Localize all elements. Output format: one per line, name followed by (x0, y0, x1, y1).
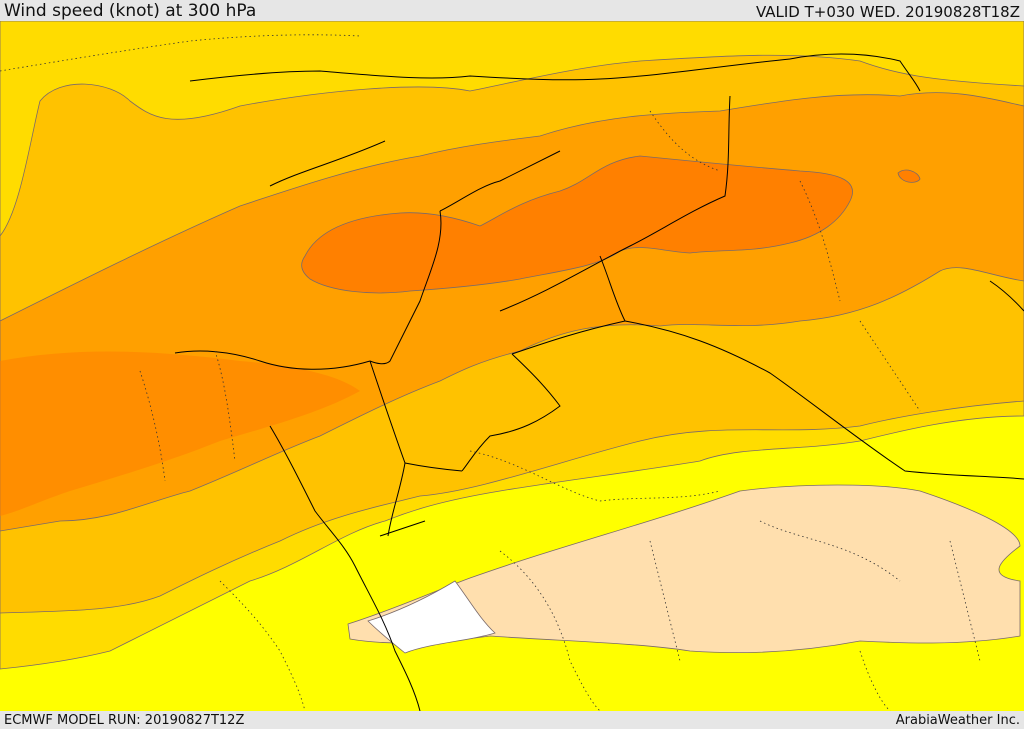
border-line (989, 280, 1024, 312)
coastline (269, 425, 421, 711)
footer-bar: ECMWF MODEL RUN: 20190827T12Z ArabiaWeat… (0, 711, 1024, 729)
province-borders (0, 34, 981, 711)
coastline (174, 350, 371, 370)
border-line (189, 58, 791, 82)
border-line (789, 53, 921, 92)
band-deep-orange-west (0, 351, 360, 516)
border-line (624, 320, 1024, 480)
brand-credit: ArabiaWeather Inc. (895, 713, 1020, 728)
valid-time: VALID T+030 WED. 20190828T18Z (755, 3, 1020, 21)
country-borders (174, 53, 1024, 711)
small-contour-ellipse (897, 169, 921, 183)
border-line (461, 353, 561, 472)
band-pale (347, 484, 1021, 654)
dotted-border (469, 450, 721, 502)
coastline (379, 520, 426, 537)
dotted-border (799, 180, 841, 302)
border-line (511, 255, 626, 355)
border-line (369, 360, 406, 537)
wind-speed-map (0, 21, 1024, 711)
dotted-border (859, 650, 891, 711)
dotted-border (859, 320, 921, 412)
model-run: ECMWF MODEL RUN: 20190827T12Z (4, 713, 245, 728)
dotted-border (0, 34, 361, 72)
dotted-border (139, 370, 166, 482)
border-line (439, 150, 561, 212)
coastline (269, 140, 386, 187)
border-line (404, 462, 463, 472)
band-deep-orange (301, 155, 853, 294)
dotted-border (499, 550, 601, 711)
dotted-border (214, 350, 236, 462)
band-white (367, 580, 496, 654)
border-line (499, 95, 731, 312)
header-bar: Wind speed (knot) at 300 hPa VALID T+030… (0, 0, 1024, 21)
border-line (369, 210, 442, 365)
dotted-border (949, 540, 981, 662)
dotted-border (649, 540, 681, 662)
map-title: Wind speed (knot) at 300 hPa (4, 1, 257, 21)
